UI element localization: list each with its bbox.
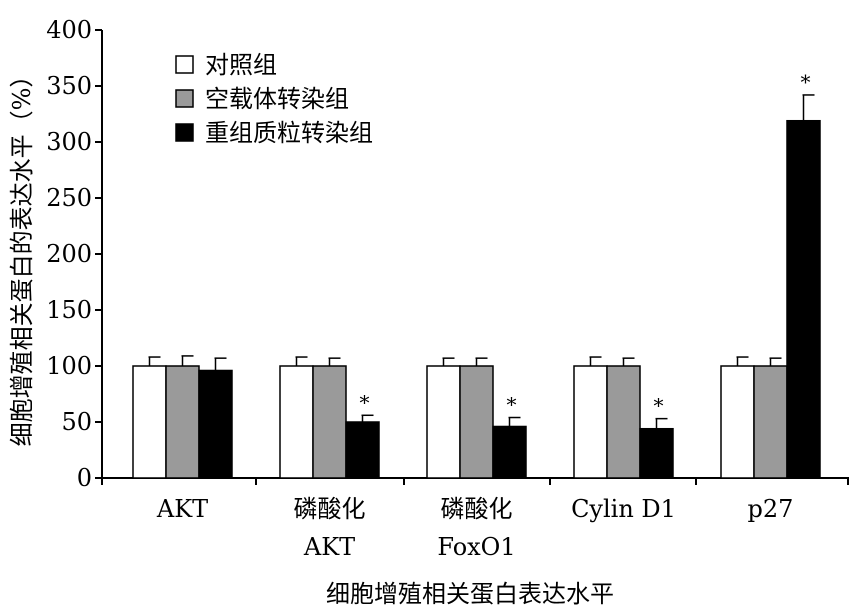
bar — [606, 365, 641, 479]
legend-swatch — [175, 89, 194, 108]
x-tick-label: AKT — [303, 533, 355, 561]
legend-swatch — [175, 55, 194, 74]
y-tick-label: 0 — [77, 464, 92, 492]
legend-label: 空载体转染组 — [205, 85, 349, 113]
bar — [165, 365, 200, 479]
bar — [312, 365, 347, 479]
legend-swatch — [175, 123, 194, 142]
x-tick-label: AKT — [156, 495, 208, 523]
bar — [198, 369, 233, 479]
bar — [426, 365, 461, 479]
x-axis — [101, 477, 849, 485]
bar — [786, 119, 821, 479]
bar — [639, 427, 674, 479]
y-axis-title: 细胞增殖相关蛋白的表达水平（%） — [8, 64, 36, 447]
bar — [720, 365, 755, 479]
x-axis-title: 细胞增殖相关蛋白表达水平 — [326, 580, 614, 608]
category-labels: AKT 磷酸化 AKT 磷酸化 FoxO1 Cylin D1 p27 — [156, 495, 794, 561]
legend-label: 重组质粒转染组 — [205, 119, 373, 147]
significance-marker: * — [801, 70, 811, 94]
legend-label: 对照组 — [205, 51, 277, 79]
bar — [573, 365, 608, 479]
x-tick-label: p27 — [748, 495, 794, 523]
significance-marker: * — [507, 393, 517, 417]
significance-marker: * — [360, 390, 370, 414]
y-tick-label: 250 — [46, 184, 92, 212]
y-tick-label: 200 — [46, 240, 92, 268]
bar — [492, 425, 527, 479]
bar — [279, 365, 314, 479]
y-tick-label: 300 — [46, 128, 92, 156]
y-axis: 0 50 100 150 200 250 300 350 400 — [46, 16, 103, 492]
x-tick-label: 磷酸化 — [294, 495, 366, 523]
y-tick-label: 100 — [46, 352, 92, 380]
significance-marker: * — [654, 394, 664, 418]
y-tick-label: 50 — [61, 408, 92, 436]
bar — [459, 365, 494, 479]
bar — [132, 365, 167, 479]
x-tick-label: 磷酸化 — [441, 495, 513, 523]
y-tick-label: 400 — [46, 16, 92, 44]
bar — [345, 421, 380, 479]
x-tick-label: Cylin D1 — [571, 495, 676, 523]
x-tick-label: FoxO1 — [437, 533, 515, 561]
y-tick-label: 350 — [46, 72, 92, 100]
y-tick-label: 150 — [46, 296, 92, 324]
bars: * * * * — [132, 70, 821, 479]
bar — [753, 365, 788, 479]
